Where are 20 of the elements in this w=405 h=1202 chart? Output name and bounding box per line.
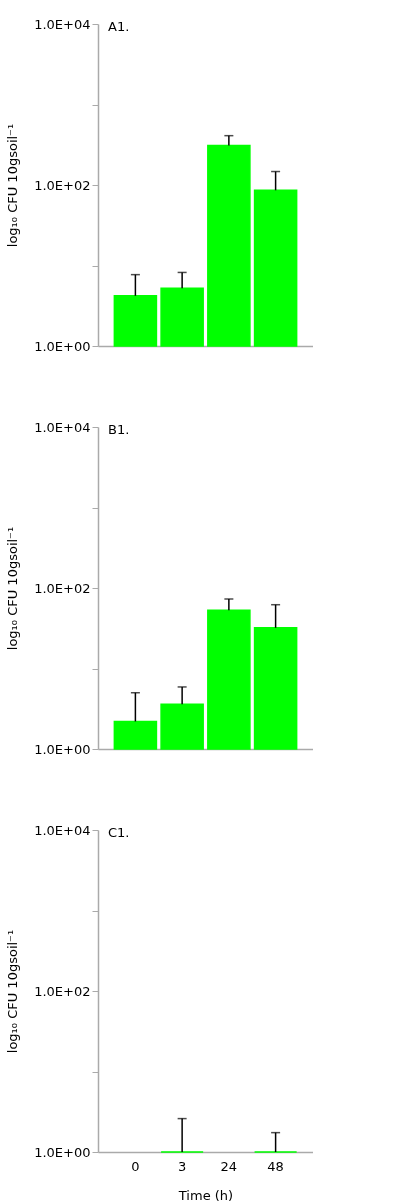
y-axis-title: log₁₀ CFU 10gsoil⁻¹ <box>5 123 21 248</box>
y-axis-title: log₁₀ CFU 10gsoil⁻¹ <box>5 526 21 651</box>
x-tick-label: 48 <box>267 1158 284 1174</box>
y-tick-label: 1.0E+04 <box>34 822 91 838</box>
chart-title: A1. <box>108 19 130 34</box>
x-axis-title: Time (h) <box>177 1187 234 1202</box>
y-tick-label: 1.0E+04 <box>34 16 91 32</box>
y-tick-label: 1.0E+00 <box>34 1144 91 1160</box>
chart-title: C1. <box>108 825 130 840</box>
y-tick-label: 1.0E+04 <box>34 419 91 435</box>
y-tick-label: 1.0E+00 <box>34 338 91 354</box>
y-tick-label: 1.0E+02 <box>34 580 91 596</box>
x-tick-label: 24 <box>220 1158 238 1174</box>
chart-title: B1. <box>108 422 130 437</box>
y-tick-label: 1.0E+02 <box>34 983 91 999</box>
y-tick-label: 1.0E+02 <box>34 177 91 193</box>
y-tick-label: 1.0E+00 <box>34 741 91 757</box>
x-tick-label: 0 <box>131 1158 140 1174</box>
y-axis-title: log₁₀ CFU 10gsoil⁻¹ <box>5 929 21 1054</box>
x-tick-label: 3 <box>177 1158 187 1174</box>
